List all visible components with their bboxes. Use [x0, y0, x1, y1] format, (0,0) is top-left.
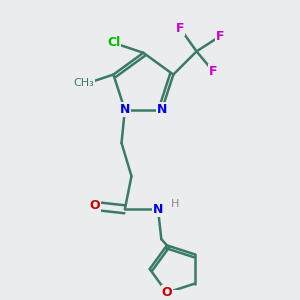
- Text: N: N: [153, 203, 163, 216]
- Text: F: F: [209, 65, 218, 78]
- Text: N: N: [157, 103, 167, 116]
- Text: F: F: [215, 30, 224, 43]
- Text: O: O: [162, 286, 172, 299]
- Text: F: F: [176, 22, 184, 34]
- Text: CH₃: CH₃: [73, 78, 94, 88]
- Text: N: N: [120, 103, 130, 116]
- Text: H: H: [170, 199, 179, 209]
- Text: Cl: Cl: [107, 36, 120, 49]
- Text: O: O: [90, 200, 100, 212]
